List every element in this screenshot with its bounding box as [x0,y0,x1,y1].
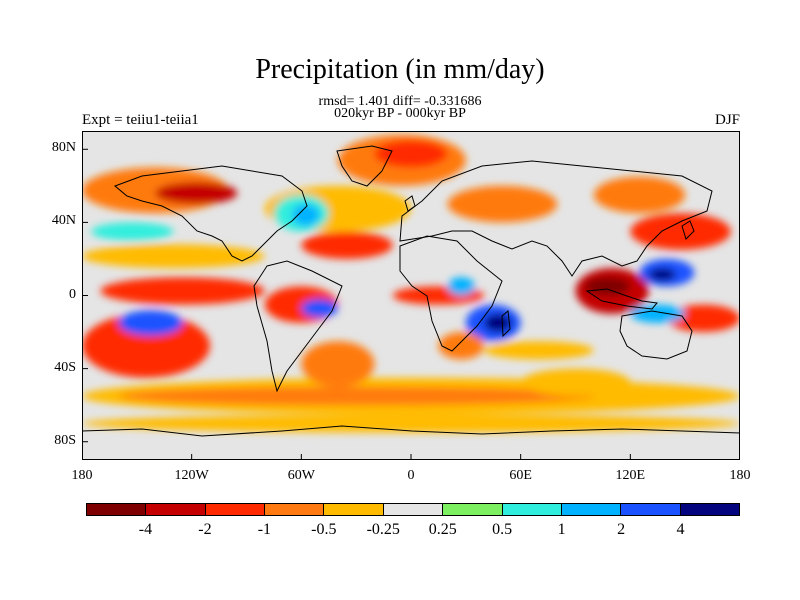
colorbar-box [87,504,147,515]
lon-tick-label: 120W [174,468,209,483]
anomaly-region [630,304,686,323]
colorbar-box [502,504,562,515]
colorbar [86,503,740,516]
anomaly-region [155,182,238,205]
anomaly-region [118,386,594,406]
anomaly-region [484,313,512,333]
coastlines [82,145,740,437]
anomaly-region [301,231,393,259]
lat-tick-label: 40N [51,213,76,229]
coastline-british-isles [404,195,416,212]
anomaly-region [82,244,265,269]
lat-tick-label: 80S [54,432,76,448]
coastline-greenland [336,145,393,187]
colorbar-box [324,504,384,515]
anomaly-region [374,140,448,168]
lat-tick-label: 0 [69,286,76,302]
colorbar-label: -1 [257,521,272,538]
coastline-antarctica [82,425,740,437]
anomaly-region [301,299,338,318]
colorbar-label: 1 [557,521,566,538]
lon-tick-label: 180 [729,468,751,483]
anomaly-region [447,277,475,296]
colorbar-box [146,504,206,515]
coastline-north-america [114,165,308,262]
anomaly-region [301,341,375,387]
anomaly-region [593,176,686,214]
coastline-japan [681,220,695,240]
anomaly-region [292,204,320,227]
precipitation-field [82,134,740,433]
lon-tick-label: 120E [615,468,646,483]
period-subtitle: 020kyr BP - 000kyr BP [334,106,466,121]
coastline-south-america [253,260,343,393]
coastline-australia [619,310,693,360]
colorbar-box [561,504,622,515]
colorbar-box [265,504,325,515]
anomaly-region [630,213,731,250]
lat-tick-label: 80N [51,140,76,156]
chart-title: Precipitation (in mm/day) [255,54,545,85]
experiment-label: Expt = teiiu1-teiia1 [82,112,199,128]
anomaly-region [648,268,677,281]
lon-tick-label: 0 [407,468,415,483]
lon-tick-label: 180 [71,468,93,483]
colorbar-label: 2 [617,521,626,538]
colorbar-box [383,504,444,515]
lon-tick-label: 60E [509,468,532,483]
colorbar-box [621,504,681,515]
colorbar-box [205,504,266,515]
coastline-eurasia [399,160,713,277]
colorbar-box [443,504,503,515]
colorbar-box [680,504,739,515]
anomaly-region [584,277,631,296]
anomaly-region [484,341,594,360]
colorbar-label: 0.5 [492,521,513,538]
anomaly-region [447,185,558,223]
axis-ticks [82,148,740,460]
colorbar-label: -2 [198,521,212,538]
colorbar-label: 0.25 [428,521,457,538]
coastline-maritime-continent [585,288,658,310]
anomaly-region [82,414,740,433]
colorbar-label: 4 [676,521,685,538]
anomaly-region [438,332,485,360]
anomaly-region [118,310,183,336]
anomaly-region [91,222,174,241]
lon-tick-label: 60W [287,468,315,483]
colorbar-label: -4 [138,521,153,538]
anomaly-region [82,313,210,378]
colorbar-label: -0.25 [366,521,400,538]
anomaly-region [666,304,740,333]
colorbar-label: -0.5 [311,521,337,538]
stats-annotation: rmsd= 1.401 diff= -0.331686 [318,94,482,109]
season-label: DJF [714,112,740,128]
precipitation-map [82,131,740,460]
anomaly-region [520,368,631,397]
lat-tick-label: 40S [54,359,76,375]
coastline-madagascar [501,310,511,338]
anomaly-region [100,277,265,305]
coastline-africa [399,235,503,352]
